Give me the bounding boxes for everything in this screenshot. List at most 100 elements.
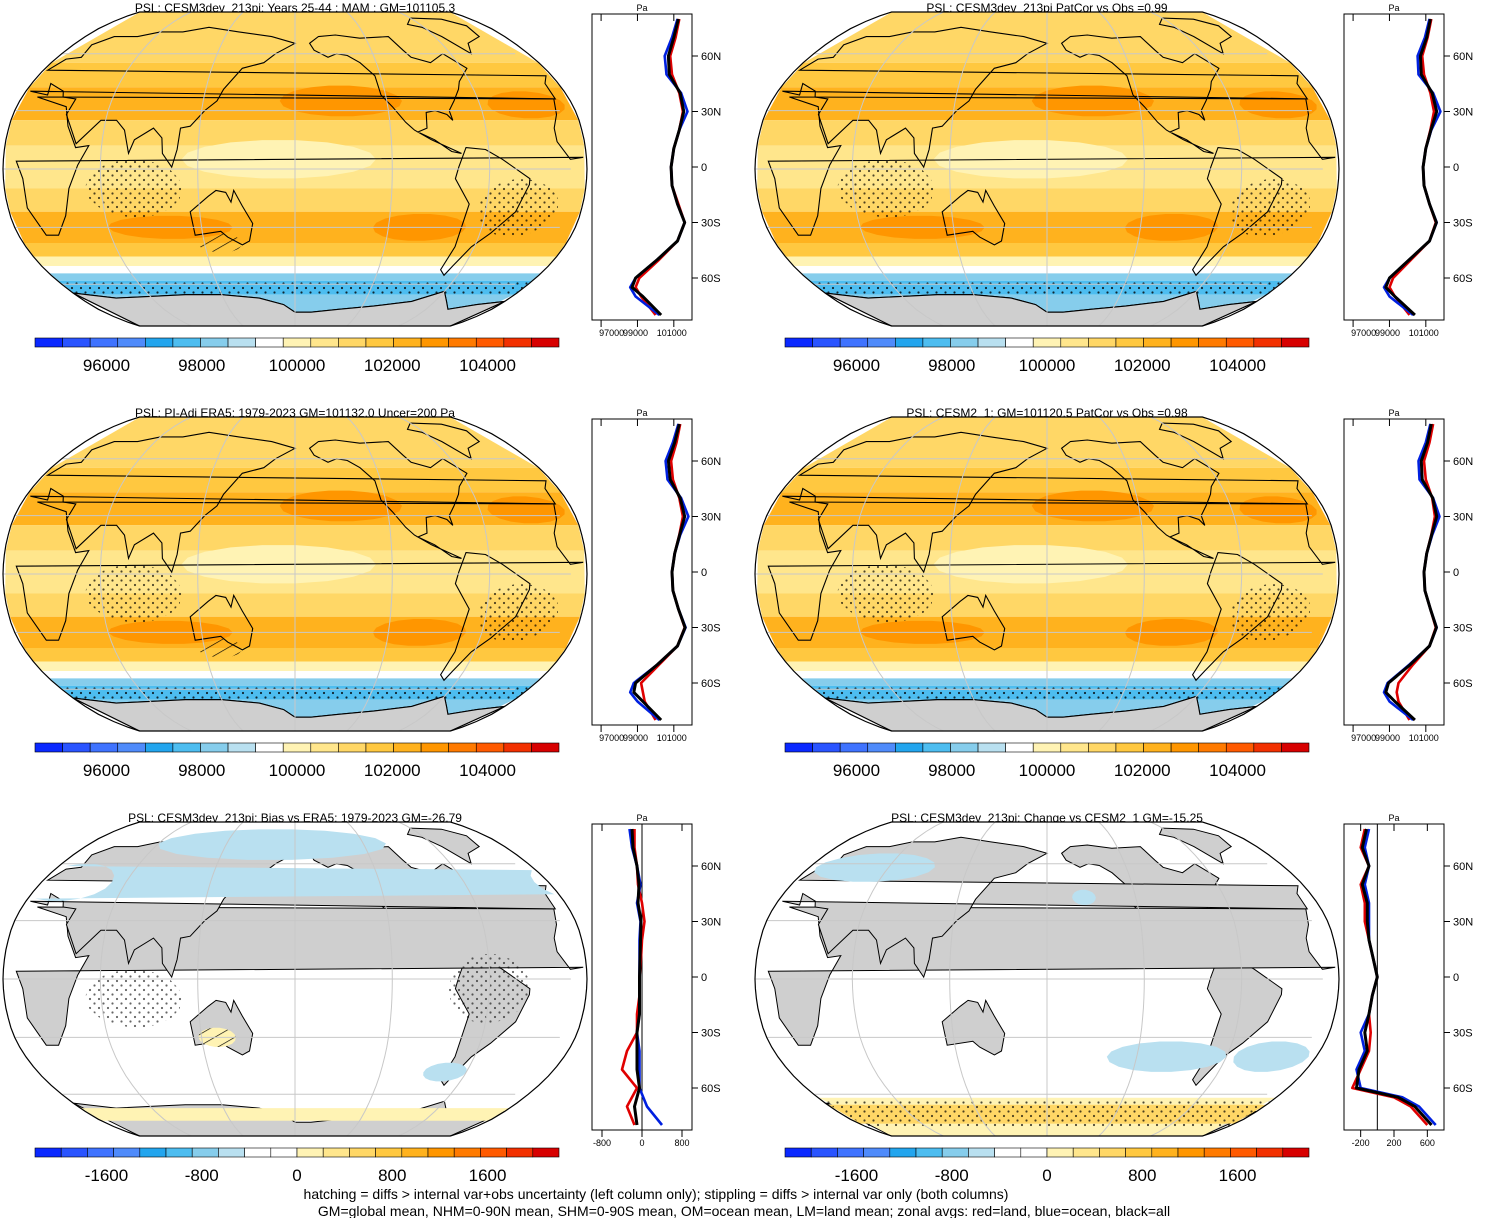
- colorbar-swatch: [420, 742, 449, 753]
- colorbar-swatch: [503, 337, 532, 348]
- colorbar-tick-label: 800: [378, 1166, 406, 1185]
- colorbar-swatch: [453, 1147, 481, 1158]
- graticule: [755, 11, 1323, 327]
- panel-middle-left: PSL: PI-Adj ERA5: 1979-2023 GM=101132.0 …: [2, 406, 721, 780]
- colorbar-swatch: [139, 1147, 167, 1158]
- north-pacific-high: [1031, 85, 1154, 117]
- series-line-land: [1351, 828, 1429, 1126]
- colorbar-swatch: [393, 337, 422, 348]
- colorbar-tick-label: 96000: [833, 761, 880, 780]
- colorbar-swatch: [227, 742, 256, 753]
- stipple-indian-ocean: [837, 159, 934, 218]
- meridian: [949, 821, 996, 1137]
- colorbar-swatch: [1005, 742, 1034, 753]
- colorbar-tick-label: 0: [1042, 1166, 1051, 1185]
- series-line-ocean: [1355, 828, 1437, 1126]
- colorbar-swatch: [113, 1147, 141, 1158]
- lat-tick-label: 60S: [1453, 1083, 1473, 1095]
- lat-tick-label: 30S: [1453, 623, 1473, 635]
- colorbar-swatch: [310, 337, 339, 348]
- meridian: [346, 821, 393, 1137]
- meridian: [99, 821, 192, 1137]
- meridian: [398, 11, 491, 327]
- panel-top-left: PSL: CESM3dev_213pi: Years 25-44 : MAM :…: [2, 1, 721, 375]
- lat-tick-label: 60S: [701, 1083, 721, 1095]
- colorbar-swatch: [338, 337, 367, 348]
- colorbar-swatch: [922, 742, 951, 753]
- colorbar-tick-label: 98000: [928, 356, 975, 375]
- lat-tick-label: 0: [1453, 567, 1459, 579]
- robinson-map: [2, 416, 588, 732]
- lat-tick-label: 60N: [701, 51, 721, 63]
- colorbar-tick-label: 100000: [269, 356, 326, 375]
- coastline-greenland: [406, 17, 481, 55]
- zonal-profile: Pa 60N 30N 0 30S 60S -800 0 800: [591, 813, 721, 1148]
- colorbar-tick-label: -1600: [85, 1166, 128, 1185]
- north-pacific-high: [279, 85, 402, 117]
- x-tick-label: -200: [1352, 1138, 1370, 1148]
- map-fill: [3, 822, 587, 1136]
- lat-tick-label: 0: [1453, 162, 1459, 174]
- coastline-eurasia: [30, 26, 557, 169]
- x-tick-label: 97000: [1351, 328, 1376, 338]
- x-tick-label: 97000: [599, 328, 624, 338]
- colorbar-swatch: [172, 742, 201, 753]
- x-tick-label: 101000: [1409, 328, 1439, 338]
- colorbar-swatch: [1020, 1147, 1048, 1158]
- lat-tick-label: 30S: [1453, 218, 1473, 230]
- north-pacific-negative-change: [1072, 889, 1096, 905]
- colorbar-swatch: [200, 742, 229, 753]
- colorbar-swatch: [34, 1147, 62, 1158]
- colorbar-swatch: [1281, 337, 1310, 348]
- land-greenland: [1158, 827, 1233, 865]
- land-greenland: [406, 827, 481, 865]
- colorbar-swatch: [1088, 742, 1117, 753]
- meridian: [197, 416, 244, 732]
- stipple-south-atlantic: [1230, 179, 1310, 237]
- colorbar-swatch: [1170, 337, 1199, 348]
- map-border: [2, 821, 588, 1137]
- colorbar-swatch: [810, 1147, 838, 1158]
- colorbar: 96000 98000 100000 102000 104000: [784, 337, 1310, 375]
- colorbar-swatch: [89, 337, 119, 348]
- lat-tick-label: 0: [701, 567, 707, 579]
- colorbar-tick-label: -800: [185, 1166, 219, 1185]
- lat-tick-label: 30S: [701, 218, 721, 230]
- map-fill: [755, 822, 1339, 1136]
- colorbar-tick-label: 102000: [1114, 356, 1171, 375]
- x-tick-label: 0: [639, 1138, 644, 1148]
- graticule: [755, 416, 1323, 732]
- x-tick-label: 99000: [623, 328, 648, 338]
- colorbar-swatch: [191, 1147, 219, 1158]
- x-tick-label: -800: [593, 1138, 611, 1148]
- colorbar-swatch: [977, 337, 1006, 348]
- meridian: [1150, 416, 1243, 732]
- colorbar-swatch: [87, 1147, 114, 1158]
- series-line-all: [630, 18, 687, 317]
- robinson-map: [754, 416, 1340, 732]
- colorbar-swatch: [365, 742, 394, 753]
- map-border: [2, 416, 588, 732]
- series-line-ocean: [628, 423, 690, 721]
- coastline-north-america: [308, 34, 468, 154]
- meridian: [197, 821, 244, 1137]
- colorbar-swatch: [322, 1147, 350, 1158]
- colorbar-swatch: [62, 337, 91, 348]
- colorbar: -1600 -800 0 800 1600: [34, 1147, 560, 1185]
- colorbar-swatch: [1177, 1147, 1205, 1158]
- colorbar-swatch: [531, 742, 560, 753]
- colorbar-tick-label: 0: [292, 1166, 301, 1185]
- colorbar-swatch: [244, 1147, 272, 1158]
- colorbar-swatch: [89, 742, 119, 753]
- colorbar-swatch: [531, 337, 560, 348]
- meridian: [99, 416, 192, 732]
- colorbar-swatch: [1072, 1147, 1100, 1158]
- meridian: [851, 821, 944, 1137]
- colorbar-swatch: [1253, 742, 1282, 753]
- coastline-eurasia: [782, 26, 1309, 169]
- colorbar-swatch: [1225, 337, 1255, 348]
- colorbar-swatch: [839, 337, 869, 348]
- profile-unit: Pa: [636, 408, 647, 418]
